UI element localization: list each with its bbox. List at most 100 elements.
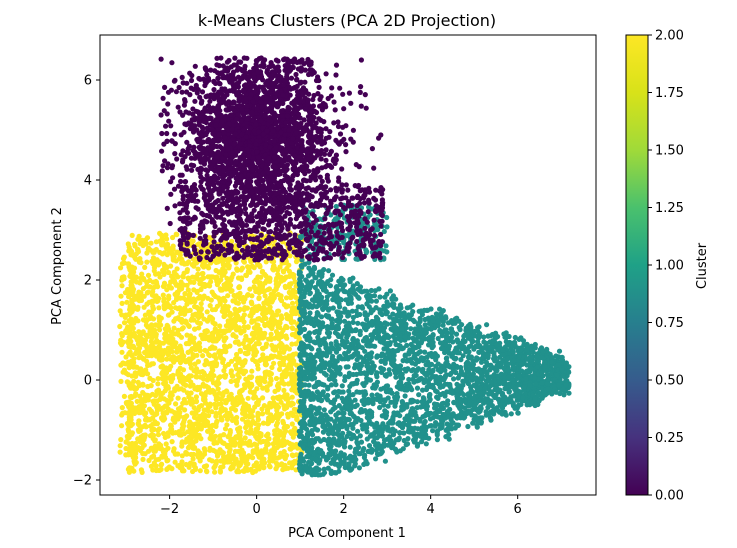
scatter-point xyxy=(288,446,294,452)
scatter-point xyxy=(348,422,354,428)
scatter-point xyxy=(361,446,367,452)
scatter-point xyxy=(121,393,127,399)
scatter-point xyxy=(157,274,163,280)
scatter-point xyxy=(213,449,219,455)
scatter-point xyxy=(169,439,175,445)
scatter-point xyxy=(242,337,248,343)
scatter-point xyxy=(321,470,328,476)
scatter-point xyxy=(260,420,267,426)
scatter-point xyxy=(170,372,176,378)
scatter-point xyxy=(144,259,150,265)
scatter-point xyxy=(217,468,223,474)
scatter-point xyxy=(228,288,234,294)
scatter-point xyxy=(174,266,180,272)
scatter-point xyxy=(347,444,353,450)
scatter-point xyxy=(177,305,183,311)
scatter-point xyxy=(168,263,174,269)
scatter-point xyxy=(138,467,144,473)
scatter-point xyxy=(229,358,235,364)
scatter-point xyxy=(253,304,259,310)
scatter-point xyxy=(165,351,171,357)
scatter-point xyxy=(117,449,123,455)
scatter-point xyxy=(157,230,163,236)
scatter-point xyxy=(145,272,152,278)
scatter-point xyxy=(170,255,176,261)
scatter-point xyxy=(354,402,360,408)
scatter-point xyxy=(218,401,224,407)
scatter-point xyxy=(191,335,197,341)
scatter-point xyxy=(158,350,165,356)
scatter-point xyxy=(159,363,166,369)
scatter-point xyxy=(181,419,187,425)
scatter-point xyxy=(364,343,371,349)
scatter-point xyxy=(317,448,323,454)
scatter-point xyxy=(426,392,433,398)
scatter-point xyxy=(125,372,131,378)
scatter-point xyxy=(187,291,193,297)
scatter-point xyxy=(156,315,162,321)
scatter-point xyxy=(127,267,133,273)
scatter-point xyxy=(179,260,185,266)
scatter-point xyxy=(285,381,291,387)
scatter-point xyxy=(242,385,248,391)
scatter-point xyxy=(147,423,154,429)
scatter-point xyxy=(195,319,201,325)
scatter-point xyxy=(245,324,251,330)
scatter-point xyxy=(119,300,125,306)
scatter-point xyxy=(171,359,177,365)
scatter-point xyxy=(125,435,131,441)
scatter-point xyxy=(316,291,322,297)
scatter-point xyxy=(123,445,129,452)
scatter-point xyxy=(248,375,254,381)
scatter-point xyxy=(246,343,252,349)
scatter-point xyxy=(188,430,194,436)
scatter-point xyxy=(244,292,251,298)
scatter-point xyxy=(121,260,127,266)
scatter-point xyxy=(484,322,490,328)
scatter-point xyxy=(276,353,283,359)
scatter-point xyxy=(430,385,436,391)
scatter-point xyxy=(184,308,190,314)
scatter-point xyxy=(193,398,199,404)
scatter-point xyxy=(360,321,366,327)
scatter-point xyxy=(279,461,285,467)
scatter-point xyxy=(293,294,299,300)
scatter-point xyxy=(210,428,216,434)
scatter-point xyxy=(290,310,296,316)
scatter-point xyxy=(252,404,258,410)
scatter-point xyxy=(276,281,282,287)
scatter-point xyxy=(255,279,261,285)
scatter-point xyxy=(381,346,387,352)
scatter-point xyxy=(251,352,257,358)
scatter-point xyxy=(248,381,254,387)
scatter-point xyxy=(243,368,249,374)
scatter-point xyxy=(123,312,129,318)
scatter-point xyxy=(238,275,245,281)
scatter-point xyxy=(256,466,262,472)
scatter-point xyxy=(141,277,147,283)
scatter-point xyxy=(386,352,392,358)
scatter-point xyxy=(374,392,380,398)
scatter-point xyxy=(197,458,203,464)
scatter-point xyxy=(271,263,277,269)
scatter-point xyxy=(240,468,246,474)
scatter-point xyxy=(278,293,284,299)
scatter-point xyxy=(262,322,268,329)
scatter-point xyxy=(119,277,125,283)
scatter-point xyxy=(515,410,521,416)
scatter-point xyxy=(241,324,247,330)
scatter-point xyxy=(350,319,356,325)
scatter-point xyxy=(182,407,188,413)
scatter-point xyxy=(281,449,287,455)
scatter-point xyxy=(222,426,229,432)
scatter-point xyxy=(283,333,289,339)
scatter-point xyxy=(373,298,379,304)
scatter-point xyxy=(263,341,270,347)
scatter-point xyxy=(402,393,408,399)
scatter-point xyxy=(131,254,138,260)
scatter-point xyxy=(456,324,462,331)
scatter-point xyxy=(156,456,162,462)
scatter-point xyxy=(135,427,141,433)
scatter-point xyxy=(251,463,257,469)
scatter-point xyxy=(220,359,226,365)
